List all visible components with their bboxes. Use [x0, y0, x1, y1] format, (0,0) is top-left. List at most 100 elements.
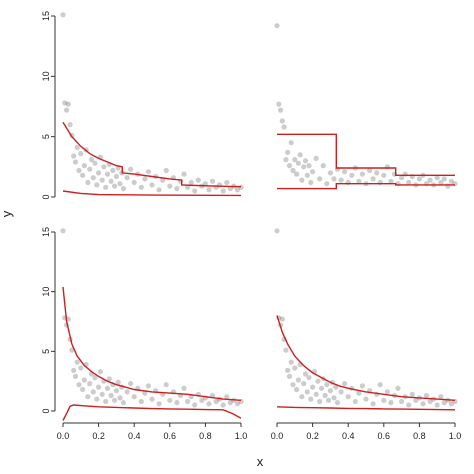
data-point: [356, 178, 362, 184]
data-point: [438, 179, 444, 186]
data-point: [322, 392, 328, 399]
data-point: [304, 389, 310, 395]
data-point: [299, 394, 305, 400]
data-point: [71, 153, 77, 159]
data-point: [81, 163, 87, 169]
data-point: [416, 176, 422, 182]
data-point: [138, 398, 144, 405]
data-point: [78, 365, 84, 371]
data-point: [124, 389, 130, 395]
data-point: [90, 389, 96, 395]
data-point: [304, 172, 310, 178]
data-point: [406, 402, 412, 408]
data-point: [283, 347, 289, 353]
x-tick-label: 0.0: [271, 431, 284, 441]
data-point: [370, 401, 376, 407]
data-point: [292, 157, 298, 163]
x-tick-label: 1.0: [449, 431, 462, 441]
data-point: [104, 171, 111, 177]
data-point: [359, 383, 365, 389]
data-point: [286, 373, 293, 379]
data-point: [279, 118, 285, 124]
x-tick-label: 1.0: [235, 431, 248, 441]
x-tick-label: 0.2: [306, 431, 319, 441]
upper-curve: [62, 286, 242, 401]
lower-curve: [62, 404, 242, 421]
data-point: [278, 107, 284, 113]
y-tick-label: 15: [41, 227, 51, 237]
data-point: [315, 378, 321, 384]
data-point: [99, 177, 105, 183]
data-point: [310, 384, 316, 390]
data-point: [326, 397, 332, 403]
data-point: [310, 169, 316, 175]
data-point: [74, 144, 80, 151]
data-point: [60, 228, 66, 234]
x-tick-label: 0.2: [92, 431, 105, 441]
data-point: [60, 12, 66, 18]
data-point: [356, 390, 362, 396]
data-point: [438, 394, 444, 400]
data-point: [234, 401, 240, 407]
data-point: [108, 178, 114, 184]
data-point: [363, 396, 369, 402]
data-point: [209, 178, 216, 184]
data-point: [299, 177, 305, 183]
data-point: [302, 371, 309, 377]
data-point: [290, 167, 296, 174]
data-point: [324, 181, 330, 187]
data-point: [352, 398, 358, 405]
data-point: [234, 187, 240, 193]
data-point: [406, 179, 412, 186]
data-point: [220, 188, 226, 194]
y-tick-label: 5: [41, 134, 51, 139]
data-point: [117, 181, 123, 187]
data-point: [94, 396, 100, 402]
data-point: [174, 186, 180, 192]
panel-bottom-right: 0.0 0.2 0.4 0.6 0.8 1.0: [271, 228, 462, 441]
data-point: [108, 392, 114, 399]
data-point: [113, 173, 119, 180]
data-point: [92, 160, 98, 166]
data-point: [441, 400, 447, 406]
data-point: [71, 367, 77, 373]
data-point: [427, 398, 433, 405]
data-point: [88, 157, 95, 163]
data-point: [149, 396, 155, 402]
data-point: [381, 397, 387, 403]
lower-curve: [62, 190, 242, 197]
data-point: [374, 170, 380, 176]
data-point: [90, 175, 96, 181]
y-tick-label: 0: [41, 408, 51, 413]
data-point: [288, 359, 294, 365]
data-point: [128, 166, 134, 172]
data-point: [65, 101, 71, 107]
data-point: [224, 179, 230, 186]
y-tick-label: 10: [41, 71, 51, 81]
data-point: [76, 167, 82, 174]
data-point: [117, 395, 123, 401]
data-point: [96, 170, 102, 176]
x-tick-label: 0.8: [199, 431, 212, 441]
data-point: [206, 401, 212, 407]
data-point: [106, 376, 112, 382]
data-point: [131, 179, 137, 186]
data-point: [113, 388, 119, 394]
scatter-points: [60, 12, 244, 194]
data-point: [112, 183, 118, 189]
data-point: [227, 186, 233, 192]
data-point: [195, 177, 201, 183]
data-point: [327, 388, 333, 394]
data-point: [308, 179, 314, 186]
data-point: [313, 391, 319, 397]
data-point: [342, 381, 348, 387]
data-point: [213, 398, 219, 405]
x-tick-label: 0.6: [378, 431, 391, 441]
data-point: [163, 382, 169, 388]
upper-curve: [276, 315, 456, 401]
data-point: [317, 176, 323, 182]
data-point: [338, 389, 344, 395]
x-tick-label: 0.4: [342, 431, 355, 441]
data-point: [181, 385, 187, 391]
data-point: [281, 124, 287, 130]
